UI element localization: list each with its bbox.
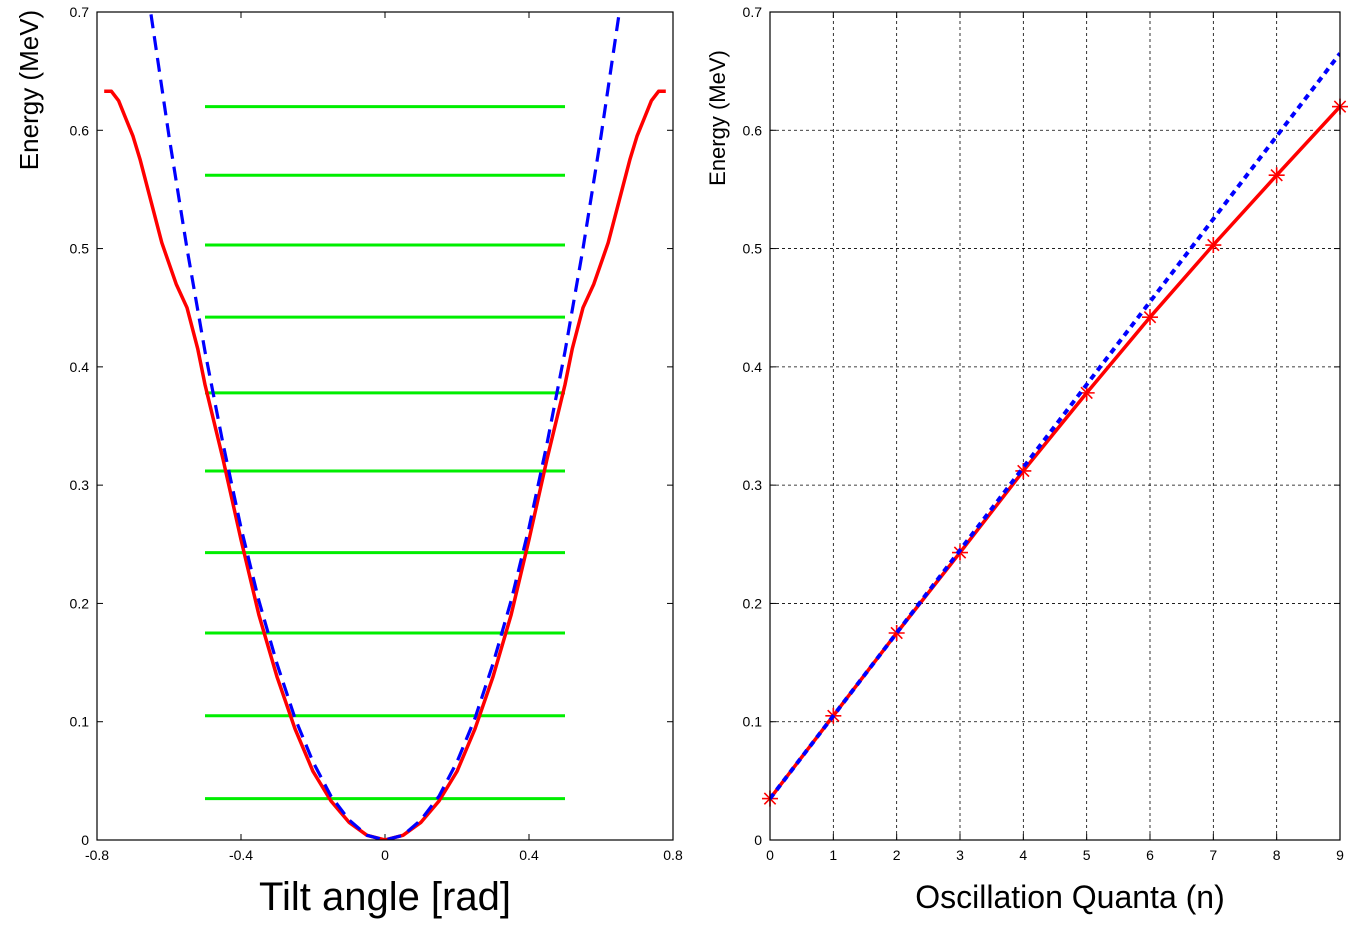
left-y-tick-label: 0 — [81, 832, 89, 848]
right-x-tick-label: 4 — [1019, 847, 1027, 863]
left-y-tick-label: 0.6 — [70, 122, 90, 138]
left-y-tick-label: 0.2 — [70, 595, 90, 611]
right-y-tick-label: 0.6 — [743, 122, 763, 138]
left-x-axis-label: Tilt angle [rad] — [259, 875, 511, 919]
left-plot-frame — [96, 11, 674, 841]
left-y-axis-label: Energy (MeV) — [14, 10, 44, 170]
left-y-tick-label: 0.4 — [70, 359, 90, 375]
left-x-tick-label: 0.8 — [663, 847, 683, 863]
right-y-tick-label: 0.2 — [743, 595, 763, 611]
right-x-tick-label: 5 — [1083, 847, 1091, 863]
right-x-tick-label: 1 — [829, 847, 837, 863]
right-chart-panel: Energy (MeV) Oscillation Quanta (n) 0 1 2 3… — [705, 4, 1348, 915]
left-x-tick-label: -0.8 — [85, 847, 109, 863]
right-series-0-point — [1205, 237, 1222, 254]
left-series-1-line — [149, 14, 621, 840]
right-x-tick-label: 7 — [1209, 847, 1217, 863]
right-x-axis-label: Oscillation Quanta (n) — [915, 879, 1224, 915]
right-series-0-point — [1268, 167, 1285, 184]
left-chart-panel: Energy (MeV) Tilt angle [rad] -0.8 -0.4 0 0… — [14, 4, 683, 919]
right-x-tick-label: 8 — [1273, 847, 1281, 863]
right-y-tick-label: 0 — [754, 832, 762, 848]
left-y-tick-label: 0.5 — [70, 241, 90, 257]
left-x-tick-label: 0.4 — [519, 847, 539, 863]
right-x-tick-label: 0 — [766, 847, 774, 863]
right-y-tick-label: 0.3 — [743, 477, 763, 493]
right-series-0-point — [1142, 309, 1158, 326]
right-x-tick-label: 6 — [1146, 847, 1154, 863]
right-x-tick-label: 3 — [956, 847, 964, 863]
left-x-tick-label: -0.4 — [229, 847, 253, 863]
right-y-axis-label: Energy (MeV) — [705, 50, 730, 186]
left-y-tick-label: 0.3 — [70, 477, 90, 493]
right-y-tick-label: 0.1 — [743, 714, 763, 730]
right-x-tick-label: 2 — [893, 847, 901, 863]
right-series-1-line — [770, 52, 1340, 800]
right-plot-frame — [769, 11, 1341, 841]
right-y-tick-label: 0.7 — [743, 4, 763, 20]
right-series-0-line — [770, 105, 1340, 800]
left-series-0-line — [104, 89, 666, 840]
right-x-tick-label: 9 — [1336, 847, 1344, 863]
right-y-tick-label: 0.5 — [743, 241, 763, 257]
left-y-tick-label: 0.1 — [70, 714, 90, 730]
left-y-tick-label: 0.7 — [70, 4, 90, 20]
left-x-tick-label: 0 — [381, 847, 389, 863]
right-y-tick-label: 0.4 — [743, 359, 763, 375]
